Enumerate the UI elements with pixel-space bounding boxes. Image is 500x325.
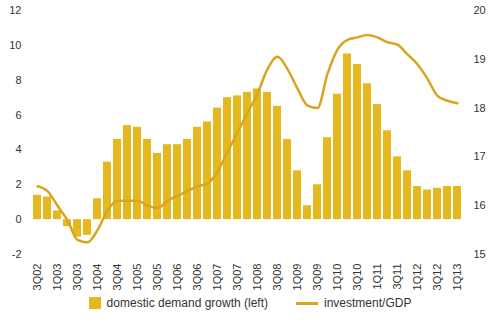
svg-text:10: 10	[9, 39, 21, 51]
svg-text:3Q09: 3Q09	[311, 264, 323, 291]
svg-text:1Q13: 1Q13	[451, 264, 463, 291]
svg-text:1Q12: 1Q12	[411, 264, 423, 291]
svg-text:17: 17	[474, 150, 486, 162]
svg-text:8: 8	[15, 74, 21, 86]
svg-text:3Q06: 3Q06	[191, 264, 203, 291]
svg-text:16: 16	[474, 199, 486, 211]
svg-text:1Q05: 1Q05	[131, 264, 143, 291]
svg-text:3Q12: 3Q12	[431, 264, 443, 291]
svg-text:3Q04: 3Q04	[111, 264, 123, 291]
svg-text:6: 6	[15, 109, 21, 121]
svg-text:-2: -2	[12, 248, 22, 260]
svg-text:1Q03: 1Q03	[51, 264, 63, 291]
svg-text:1Q04: 1Q04	[91, 264, 103, 291]
svg-text:19: 19	[474, 53, 486, 65]
svg-text:1Q10: 1Q10	[331, 264, 343, 291]
svg-text:0: 0	[15, 213, 21, 225]
svg-text:3Q11: 3Q11	[391, 264, 403, 290]
svg-text:12: 12	[9, 4, 21, 16]
svg-text:20: 20	[474, 4, 486, 16]
svg-text:3Q08: 3Q08	[271, 264, 283, 291]
html-text:domestic demand growth (left): domestic demand growth (left)	[106, 296, 268, 310]
svg-text:1Q06: 1Q06	[171, 264, 183, 291]
html-text:investment/GDP: investment/GDP	[324, 296, 412, 310]
svg-text:3Q03: 3Q03	[71, 264, 83, 291]
svg-text:15: 15	[474, 248, 486, 260]
svg-text:1Q08: 1Q08	[251, 264, 263, 291]
svg-text:3Q05: 3Q05	[151, 264, 163, 291]
svg-text:3Q07: 3Q07	[231, 264, 243, 291]
svg-text:1Q07: 1Q07	[211, 264, 223, 291]
svg-text:1Q11: 1Q11	[371, 264, 383, 290]
svg-text:18: 18	[474, 102, 486, 114]
svg-text:2: 2	[15, 178, 21, 190]
svg-text:4: 4	[15, 143, 21, 155]
svg-text:3Q02: 3Q02	[31, 264, 43, 291]
svg-text:3Q10: 3Q10	[351, 264, 363, 291]
svg-text:1Q09: 1Q09	[291, 264, 303, 291]
